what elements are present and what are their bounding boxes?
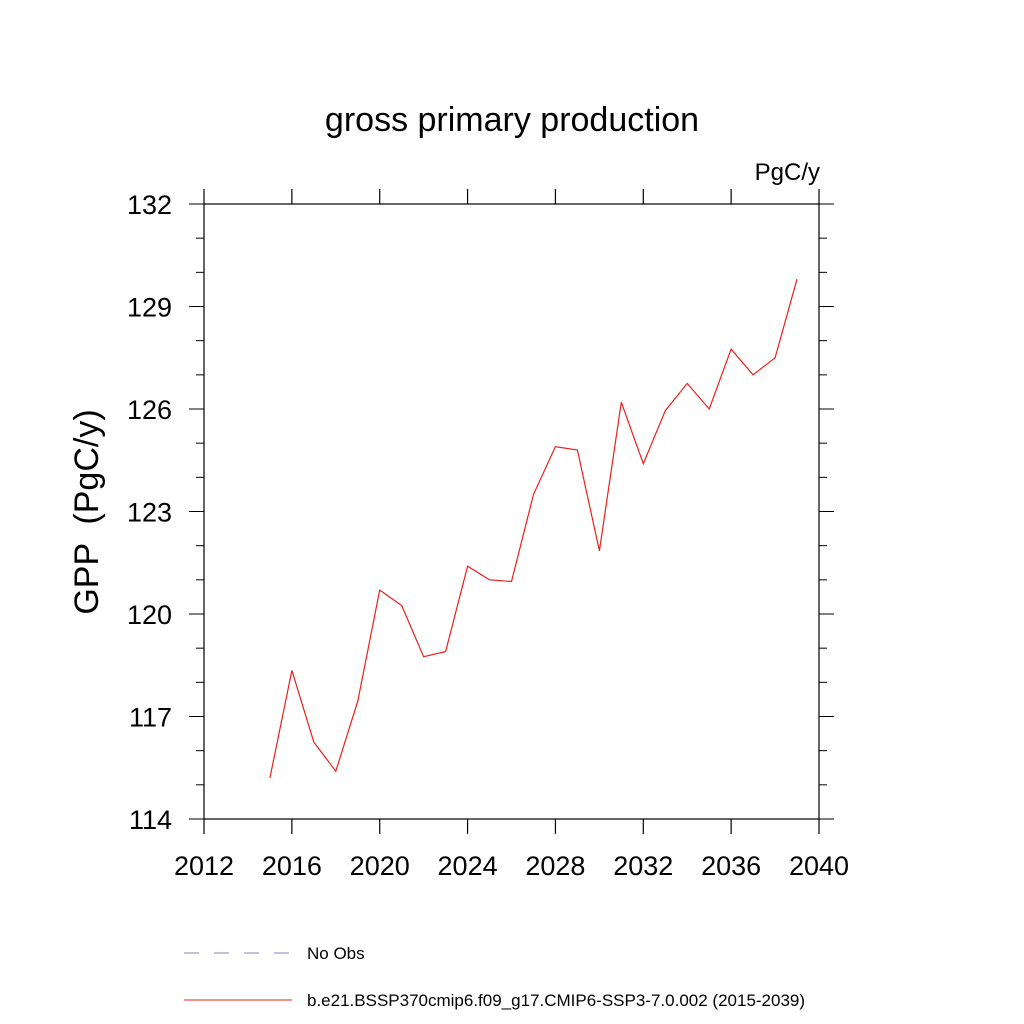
series-group (269, 279, 798, 779)
y-axis-label: GPP (PgC/y) (68, 409, 106, 614)
y-tick-label: 126 (127, 395, 172, 425)
x-tick-label: 2016 (262, 851, 322, 881)
series-line (269, 279, 798, 779)
x-tick-label: 2028 (525, 851, 585, 881)
chart-title: gross primary production (325, 101, 699, 139)
y-tick-label: 132 (127, 190, 172, 220)
axis-ticks (189, 189, 834, 834)
y-tick-label: 123 (127, 498, 172, 528)
units-label: PgC/y (755, 159, 820, 186)
x-tick-label: 2024 (438, 851, 498, 881)
legend-label: No Obs (307, 944, 365, 963)
legend: No Obs b.e21.BSSP370cmip6.f09_g17.CMIP6-S… (184, 944, 805, 1010)
axis-tick-labels: 2012 2016 2020 2024 2028 2032 2036 2040 114 117 12… (127, 190, 849, 881)
x-tick-label: 2040 (789, 851, 849, 881)
y-tick-label: 114 (129, 805, 172, 835)
y-tick-label: 117 (129, 703, 172, 733)
y-tick-label: 129 (127, 293, 172, 323)
plot-frame (203, 203, 820, 820)
x-tick-label: 2020 (350, 851, 410, 881)
x-tick-label: 2032 (613, 851, 673, 881)
y-tick-label: 120 (127, 600, 172, 630)
x-tick-label: 2012 (174, 851, 234, 881)
legend-label: b.e21.BSSP370cmip6.f09_g17.CMIP6-SSP3-7.… (307, 991, 805, 1010)
x-tick-label: 2036 (701, 851, 761, 881)
